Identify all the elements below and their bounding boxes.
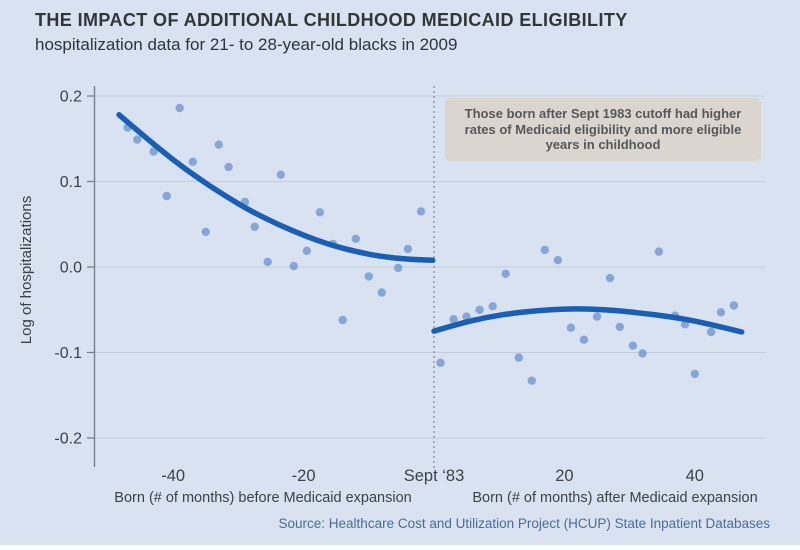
y-axis-label: Log of hospitalizations bbox=[18, 195, 35, 345]
annotation-box: Those born after Sept 1983 cutoff had hi… bbox=[445, 98, 761, 161]
scatter-point bbox=[488, 302, 497, 311]
y-tick-label: 0.0 bbox=[60, 260, 82, 277]
scatter-point bbox=[514, 353, 523, 362]
scatter-point bbox=[416, 207, 426, 216]
scatter-point bbox=[201, 227, 210, 237]
scatter-point bbox=[527, 376, 536, 385]
x-axis-caption-after: Born (# of months) after Medicaid expans… bbox=[472, 490, 758, 506]
scatter-point bbox=[654, 247, 664, 256]
x-tick-label: Sept ‘83 bbox=[404, 467, 465, 485]
scatter-point bbox=[214, 140, 223, 149]
x-tick-label: 20 bbox=[555, 467, 573, 485]
scatter-point bbox=[566, 323, 576, 332]
fit-curve-post bbox=[431, 306, 745, 335]
scatter-point bbox=[250, 222, 259, 231]
y-tick-label: 0.1 bbox=[60, 174, 82, 191]
scatter-point bbox=[338, 315, 347, 325]
scatter-point bbox=[615, 322, 624, 332]
scatter-point bbox=[149, 147, 158, 156]
scatter-point bbox=[436, 358, 445, 367]
scatter-point bbox=[175, 103, 184, 113]
scatter-point bbox=[133, 135, 142, 144]
source-note: Source: Healthcare Cost and Utilization … bbox=[278, 516, 770, 531]
scatter-point bbox=[638, 349, 647, 358]
bottom-strip bbox=[0, 545, 800, 550]
scatter-point bbox=[263, 257, 272, 267]
scatter-point bbox=[706, 327, 716, 337]
scatter-point bbox=[377, 288, 386, 297]
fit-curve-pre bbox=[116, 112, 436, 263]
scatter-point bbox=[729, 301, 739, 310]
scatter-point bbox=[224, 162, 233, 172]
scatter-point bbox=[628, 341, 638, 350]
y-tick-label: 0.2 bbox=[60, 89, 82, 106]
scatter-point bbox=[605, 273, 615, 283]
scatter-point bbox=[540, 245, 549, 255]
scatter-point bbox=[501, 269, 510, 278]
y-tick-label: -0.2 bbox=[54, 431, 82, 448]
scatter-point bbox=[188, 157, 197, 166]
page-title: THE IMPACT OF ADDITIONAL CHILDHOOD MEDIC… bbox=[35, 10, 628, 30]
scatter-point bbox=[162, 191, 171, 201]
scatter-point bbox=[403, 244, 413, 254]
scatter-point bbox=[315, 208, 325, 217]
scatter-point bbox=[302, 246, 312, 255]
page-subtitle: hospitalization data for 21- to 28-year-… bbox=[35, 35, 458, 54]
scatter-point bbox=[289, 261, 298, 271]
scatter-point bbox=[716, 308, 726, 317]
scatter-point bbox=[475, 305, 484, 314]
y-tick-label: -0.1 bbox=[54, 345, 82, 362]
scatter-point bbox=[364, 272, 373, 281]
annotation-line: rates of Medicaid eligibility and more e… bbox=[464, 121, 742, 137]
annotation-line: Those born after Sept 1983 cutoff had hi… bbox=[464, 106, 742, 121]
x-axis-caption-before: Born (# of months) before Medicaid expan… bbox=[114, 490, 412, 506]
x-tick-label: -20 bbox=[292, 467, 316, 485]
x-tick-label: -40 bbox=[161, 467, 185, 485]
scatter-point bbox=[690, 369, 699, 379]
annotation-line: years in childhood bbox=[545, 137, 661, 152]
scatter-point bbox=[592, 312, 602, 321]
scatter-point bbox=[553, 256, 563, 265]
scatter-point bbox=[393, 263, 403, 273]
x-tick-label: 40 bbox=[686, 467, 704, 485]
scatter-point bbox=[449, 315, 458, 324]
scatter-point bbox=[579, 335, 589, 344]
scatter-point bbox=[276, 170, 285, 179]
scatter-point bbox=[351, 234, 360, 243]
